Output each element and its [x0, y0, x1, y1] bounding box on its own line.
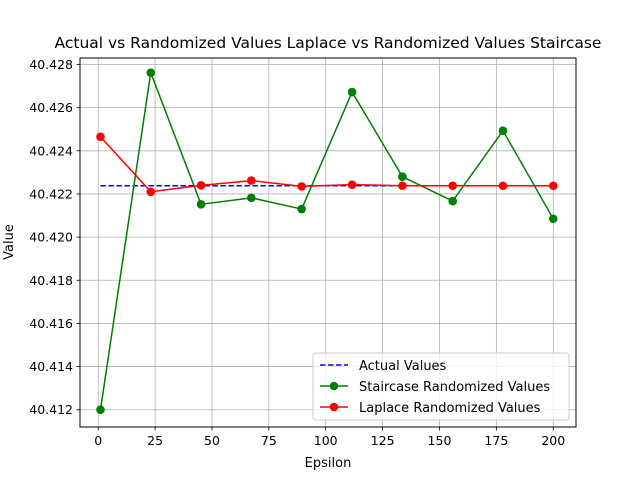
data-point-laplace-randomized-values	[448, 181, 457, 191]
data-point-laplace-randomized-values	[498, 181, 508, 191]
plot-frame	[79, 57, 577, 428]
data-point-laplace-randomized-values	[398, 181, 407, 191]
data-point-staircase-randomized-values	[247, 193, 256, 203]
grid	[80, 58, 576, 427]
data-point-staircase-randomized-values	[297, 204, 306, 214]
data-point-laplace-randomized-values	[297, 182, 306, 191]
legend-label-actual-values: Actual Values	[359, 359, 447, 374]
data-point-laplace-randomized-values	[196, 181, 206, 190]
x-tick-label: 0	[94, 433, 102, 448]
y-tick-label: 40.414	[29, 359, 73, 374]
axes-ticks: 0 25 50 75 100 125 150 175 200 40.412 40.414 40.416…	[29, 57, 565, 448]
legend: Actual Values Staircase Randomized Value…	[312, 352, 570, 421]
y-tick-label: 40.428	[29, 57, 73, 72]
x-tick-label: 50	[204, 433, 220, 448]
x-tick-label: 75	[261, 433, 277, 448]
legend-label-staircase-randomized-values: Staircase Randomized Values	[359, 380, 550, 395]
data-point-staircase-randomized-values	[347, 87, 357, 97]
data-point-laplace-randomized-values	[146, 187, 156, 197]
x-tick-label: 125	[371, 433, 395, 448]
data-point-laplace-randomized-values	[548, 181, 558, 191]
data-point-staircase-randomized-values	[196, 200, 206, 209]
x-tick-label: 100	[314, 433, 338, 448]
data-point-staircase-randomized-values	[146, 68, 156, 77]
x-axis-label: Epsilon	[305, 456, 352, 471]
data-point-laplace-randomized-values	[96, 132, 105, 142]
legend-marker-staircase-randomized-values	[329, 381, 339, 391]
series-layer	[96, 68, 558, 415]
y-tick-label: 40.424	[29, 143, 73, 158]
data-point-staircase-randomized-values	[548, 214, 558, 224]
data-point-staircase-randomized-values	[398, 172, 407, 181]
y-tick-label: 40.412	[29, 402, 73, 417]
x-tick-label: 175	[484, 433, 508, 448]
series-line-laplace-randomized-values	[99, 136, 554, 193]
data-point-laplace-randomized-values	[347, 180, 357, 189]
legend-box	[312, 352, 570, 421]
x-tick-label: 25	[147, 433, 163, 448]
x-tick-label: 200	[541, 433, 565, 448]
y-tick-label: 40.422	[29, 186, 73, 201]
y-axis-label: Value	[2, 224, 17, 260]
data-point-staircase-randomized-values	[96, 405, 105, 415]
legend-marker-laplace-randomized-values	[329, 402, 339, 412]
legend-label-laplace-randomized-values: Laplace Randomized Values	[359, 401, 541, 416]
y-tick-label: 40.416	[29, 316, 73, 331]
data-point-staircase-randomized-values	[498, 126, 508, 136]
x-tick-label: 150	[428, 433, 452, 448]
series-line-staircase-randomized-values	[99, 71, 554, 410]
data-point-staircase-randomized-values	[448, 196, 457, 206]
data-point-laplace-randomized-values	[247, 176, 256, 185]
y-tick-label: 40.420	[29, 230, 73, 245]
y-tick-label: 40.426	[29, 100, 73, 115]
y-tick-label: 40.418	[29, 273, 73, 288]
chart-title: Actual vs Randomized Values Laplace vs R…	[55, 34, 602, 52]
